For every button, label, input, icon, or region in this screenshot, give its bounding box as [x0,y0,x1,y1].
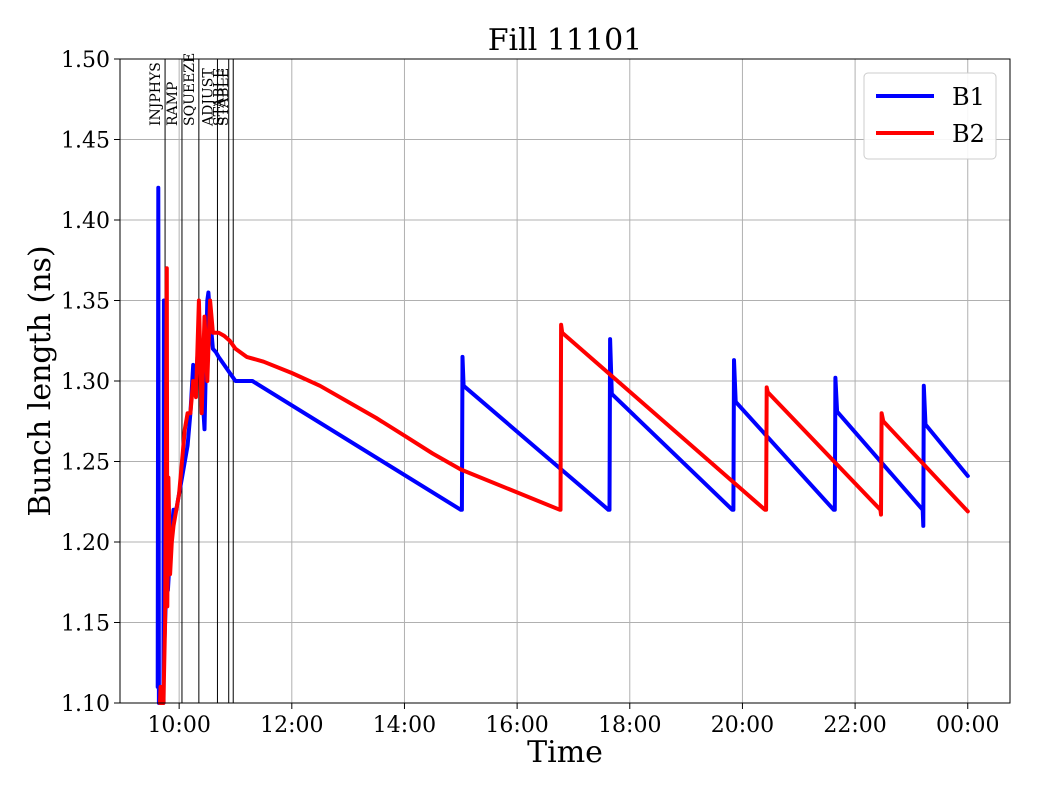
phase-label: ADJUST [200,68,216,127]
y-tick-label: 1.30 [61,370,110,395]
legend-label: B1 [952,83,985,111]
x-tick-label: 00:00 [936,713,999,738]
x-tick-label: 10:00 [147,713,210,738]
series-line-b1 [155,185,970,705]
x-axis-label: Time [527,735,603,770]
x-tick-label: 20:00 [711,713,774,738]
legend-label: B2 [952,120,985,148]
axis-ticks: 10:00 12:00 14:00 16:00 18:00 20:00 22:00 00:00… [61,48,999,738]
phase-label: SQUEEZE [182,53,198,126]
x-tick-label: 22:00 [823,713,886,738]
y-axis-label: Bunch length (ns) [23,245,58,516]
y-tick-label: 1.25 [61,451,110,476]
chart-title: Fill 11101 [488,23,643,58]
x-tick-label: 16:00 [485,713,548,738]
y-tick-label: 1.15 [61,612,110,637]
y-tick-label: 1.40 [61,209,110,234]
x-tick-label: 14:00 [373,713,436,738]
y-tick-label: 1.50 [61,48,110,73]
phase-label: INJPHYS [148,62,164,126]
phase-label: STABLE [216,68,232,126]
x-tick-label: 18:00 [598,713,661,738]
series-lines [155,185,970,705]
x-tick-label: 12:00 [260,713,323,738]
y-tick-label: 1.35 [61,290,110,315]
phase-label: RAMP [165,82,181,126]
y-tick-label: 1.20 [61,531,110,556]
series-line-b2 [158,266,970,705]
y-tick-label: 1.10 [61,692,110,717]
y-tick-label: 1.45 [61,129,110,154]
phase-label: STABLE [212,68,228,126]
